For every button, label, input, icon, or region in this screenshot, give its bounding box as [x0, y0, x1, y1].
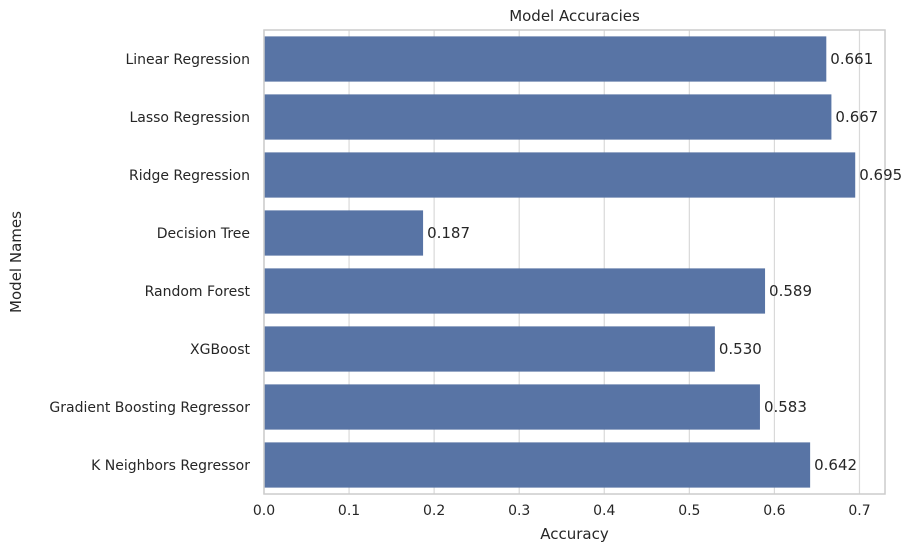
- y-tick-label: Gradient Boosting Regressor: [49, 400, 250, 416]
- x-tick-label: 0.4: [593, 503, 615, 519]
- bar-value-label: 0.695: [859, 166, 902, 184]
- bar: [264, 210, 424, 256]
- bars: [264, 36, 856, 488]
- data-labels: 0.661 0.667 0.695 0.187 0.589 0.530 0.583 0.642: [427, 50, 902, 474]
- bar: [264, 442, 811, 488]
- x-tick-label: 0.6: [763, 503, 785, 519]
- bar: [264, 152, 856, 198]
- y-tick-label: K Neighbors Regressor: [91, 458, 250, 474]
- bar-value-label: 0.667: [835, 108, 878, 126]
- bar-value-label: 0.530: [719, 340, 762, 358]
- bar-value-label: 0.187: [427, 224, 470, 242]
- y-tick-label: Random Forest: [145, 284, 251, 300]
- y-tick-label: XGBoost: [190, 342, 250, 358]
- bar: [264, 326, 715, 372]
- bar-value-label: 0.589: [769, 282, 812, 300]
- x-tick-label: 0.3: [508, 503, 530, 519]
- bar: [264, 94, 832, 140]
- y-tick-label: Lasso Regression: [129, 110, 250, 126]
- bar-value-label: 0.642: [814, 456, 857, 474]
- y-tick-labels: Linear Regression Lasso Regression Ridge R…: [49, 52, 250, 474]
- chart-title: Model Accuracies: [509, 7, 640, 25]
- x-tick-label: 0.7: [848, 503, 870, 519]
- y-tick-label: Linear Regression: [125, 52, 250, 68]
- x-tick-label: 0.1: [338, 503, 360, 519]
- y-axis-label: Model Names: [7, 211, 25, 313]
- x-tick-label: 0.5: [678, 503, 700, 519]
- bar-value-label: 0.661: [830, 50, 873, 68]
- x-tick-label: 0.0: [253, 503, 275, 519]
- bar: [264, 384, 760, 430]
- bar: [264, 36, 827, 82]
- y-tick-label: Decision Tree: [157, 226, 250, 242]
- x-axis-label: Accuracy: [540, 525, 609, 543]
- bar: [264, 268, 766, 314]
- x-tick-labels: 0.0 0.1 0.2 0.3 0.4 0.5 0.6 0.7: [253, 503, 871, 519]
- x-tick-label: 0.2: [423, 503, 445, 519]
- y-tick-label: Ridge Regression: [129, 168, 250, 184]
- bar-value-label: 0.583: [764, 398, 807, 416]
- plot-frame: [263, 29, 886, 495]
